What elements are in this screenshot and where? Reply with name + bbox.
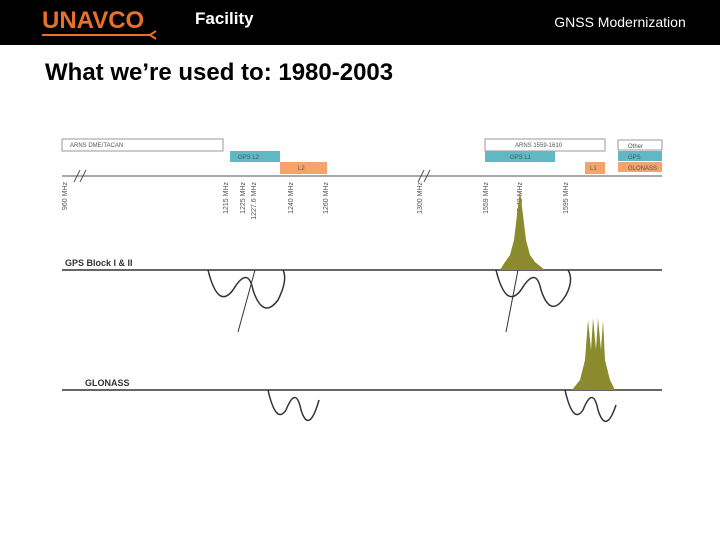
frequency-label: 1225 MHz [240, 182, 247, 214]
legend-label: GLONASS [628, 166, 657, 172]
frequency-label: 1260 MHz [323, 182, 330, 214]
band [485, 151, 555, 162]
frequency-label: 1215 MHz [223, 182, 230, 214]
band-label: L2 [298, 166, 305, 172]
band [585, 162, 605, 174]
glonass-spectrum [572, 318, 615, 390]
frequency-label: 1227.6 MHz [251, 182, 258, 220]
band-label: GPS L1 [510, 155, 532, 161]
band [230, 151, 280, 162]
frequency-label: 1559 MHz [483, 182, 490, 214]
gps-spectrum [500, 190, 545, 270]
legend-swatch [617, 139, 663, 151]
frequency-label: 1300 MHz [417, 182, 424, 214]
logo-underline [42, 30, 157, 40]
row-label: GPS Block I & II [65, 258, 133, 268]
logo: UNAVCO [42, 7, 144, 34]
band-label: GPS L2 [238, 155, 260, 161]
band [61, 138, 224, 152]
facility: Facility [195, 9, 254, 28]
frequency-label: 960 MHz [62, 182, 69, 211]
section-title: GNSS Modernization [554, 14, 686, 30]
band-label: ARNS 1559-1610 [515, 143, 563, 149]
legend-label: GPS [628, 155, 641, 161]
band [280, 162, 327, 174]
frequency-label: 1595 MHz [563, 182, 570, 214]
pointer [237, 269, 519, 333]
slide-title: What we’re used to: 1980-2003 [45, 59, 393, 86]
band-label: ARNS DME/TACAN [70, 143, 123, 149]
row-label: GLONASS [85, 378, 130, 388]
header-bar [0, 0, 720, 45]
signal-lobes [267, 389, 617, 422]
legend-label: Other [628, 144, 643, 150]
frequency-label: 1240 MHz [288, 182, 295, 214]
diagram: ARNS DME/TACAN GPS L2 L2 ARNS 1559-1610 … [61, 138, 663, 422]
band-label: L1 [590, 166, 597, 172]
legend-swatch [618, 162, 662, 172]
axis-break [73, 169, 431, 183]
signal-lobes [207, 269, 572, 309]
legend-swatch [618, 151, 662, 161]
